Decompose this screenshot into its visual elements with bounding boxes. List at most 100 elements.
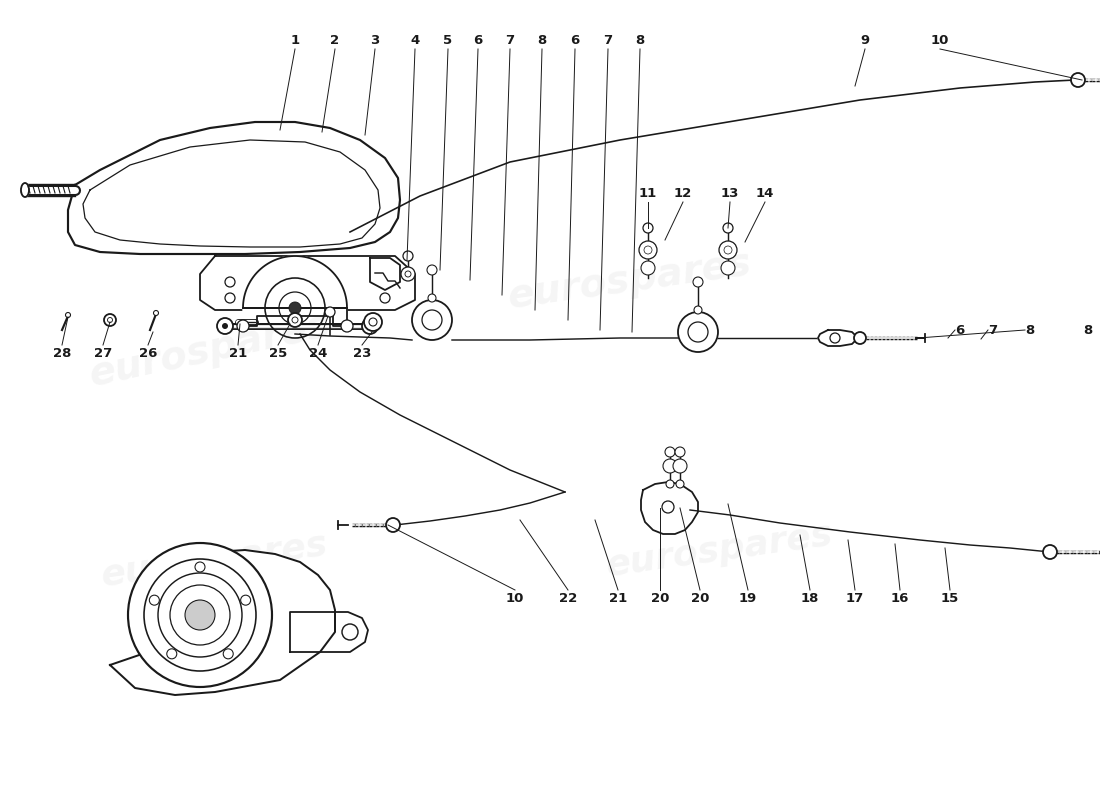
Circle shape: [364, 313, 382, 331]
Circle shape: [1043, 545, 1057, 559]
Text: 9: 9: [860, 34, 870, 47]
Circle shape: [223, 649, 233, 659]
Circle shape: [719, 241, 737, 259]
Text: 7: 7: [505, 34, 515, 47]
Circle shape: [1071, 73, 1085, 87]
Polygon shape: [370, 258, 400, 290]
Circle shape: [217, 318, 233, 334]
Polygon shape: [243, 256, 346, 326]
Text: eurospares: eurospares: [86, 306, 334, 394]
Circle shape: [324, 307, 336, 317]
Circle shape: [644, 223, 653, 233]
Circle shape: [693, 277, 703, 287]
Text: 11: 11: [639, 187, 657, 200]
Text: 17: 17: [846, 592, 865, 605]
Circle shape: [830, 333, 840, 343]
Text: 3: 3: [371, 34, 380, 47]
Circle shape: [150, 595, 160, 605]
Circle shape: [379, 293, 390, 303]
Circle shape: [66, 313, 70, 318]
Ellipse shape: [21, 183, 29, 197]
Circle shape: [723, 223, 733, 233]
Circle shape: [641, 261, 654, 275]
Text: 8: 8: [636, 34, 645, 47]
Text: eurospares: eurospares: [604, 518, 836, 582]
Text: 12: 12: [674, 187, 692, 200]
Polygon shape: [82, 140, 379, 247]
Circle shape: [288, 313, 302, 327]
Text: eurospares: eurospares: [506, 244, 755, 316]
Circle shape: [694, 306, 702, 314]
Text: 6: 6: [571, 34, 580, 47]
Circle shape: [185, 600, 214, 630]
Circle shape: [427, 265, 437, 275]
Circle shape: [675, 447, 685, 457]
Text: 20: 20: [691, 592, 710, 605]
Circle shape: [226, 293, 235, 303]
Circle shape: [222, 323, 228, 329]
Circle shape: [167, 649, 177, 659]
Circle shape: [154, 310, 158, 315]
Circle shape: [663, 459, 676, 473]
Text: 5: 5: [443, 34, 452, 47]
Circle shape: [292, 317, 298, 323]
Circle shape: [639, 241, 657, 259]
Circle shape: [854, 332, 866, 344]
Text: 8: 8: [1084, 323, 1092, 337]
Circle shape: [676, 480, 684, 488]
Text: 8: 8: [538, 34, 547, 47]
Circle shape: [289, 302, 301, 314]
Circle shape: [673, 459, 688, 473]
Circle shape: [342, 624, 358, 640]
Circle shape: [666, 480, 674, 488]
Text: 28: 28: [53, 347, 72, 360]
Text: 23: 23: [353, 347, 371, 360]
Text: 7: 7: [989, 323, 998, 337]
Circle shape: [678, 312, 718, 352]
Circle shape: [666, 447, 675, 457]
Circle shape: [386, 518, 400, 532]
Text: 15: 15: [940, 592, 959, 605]
Text: 21: 21: [609, 592, 627, 605]
Text: 14: 14: [756, 187, 774, 200]
Text: 22: 22: [559, 592, 578, 605]
Text: 25: 25: [268, 347, 287, 360]
Circle shape: [422, 310, 442, 330]
Circle shape: [720, 261, 735, 275]
Text: 6: 6: [473, 34, 483, 47]
Circle shape: [226, 277, 235, 287]
Text: 13: 13: [720, 187, 739, 200]
Text: 4: 4: [410, 34, 419, 47]
Polygon shape: [641, 482, 698, 534]
Text: 20: 20: [651, 592, 669, 605]
Circle shape: [368, 318, 377, 326]
Polygon shape: [200, 256, 415, 310]
Text: 6: 6: [956, 323, 965, 337]
Text: 1: 1: [290, 34, 299, 47]
Text: 7: 7: [604, 34, 613, 47]
Circle shape: [158, 573, 242, 657]
Circle shape: [128, 543, 272, 687]
Circle shape: [688, 322, 708, 342]
Circle shape: [367, 323, 373, 329]
Circle shape: [403, 251, 412, 261]
Circle shape: [379, 277, 390, 287]
Circle shape: [195, 562, 205, 572]
Polygon shape: [110, 550, 336, 695]
Circle shape: [108, 318, 112, 322]
Circle shape: [241, 595, 251, 605]
Text: 24: 24: [309, 347, 327, 360]
Text: 10: 10: [931, 34, 949, 47]
Polygon shape: [290, 612, 369, 652]
Text: 2: 2: [330, 34, 340, 47]
Circle shape: [402, 267, 415, 281]
Text: 27: 27: [94, 347, 112, 360]
Circle shape: [662, 501, 674, 513]
Text: 16: 16: [891, 592, 910, 605]
Circle shape: [341, 320, 353, 332]
Circle shape: [412, 300, 452, 340]
Text: 26: 26: [139, 347, 157, 360]
Text: eurospares: eurospares: [99, 527, 331, 593]
Text: 10: 10: [506, 592, 525, 605]
Text: 18: 18: [801, 592, 820, 605]
